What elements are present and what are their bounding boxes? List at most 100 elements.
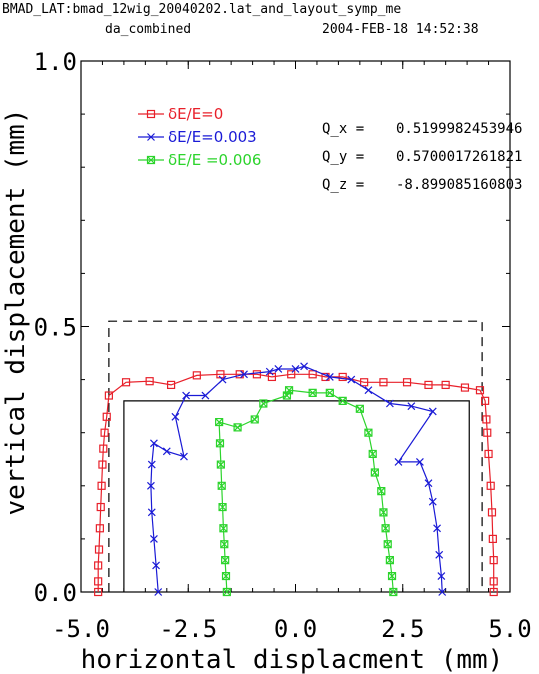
data-point [265,367,274,376]
data-point [218,502,227,512]
data-point [180,452,188,461]
aperture-boxes [108,320,483,592]
data-point [489,587,498,597]
data-point [424,380,433,390]
data-point [215,417,224,427]
aperture-box-2 [123,400,470,592]
data-point [424,479,433,488]
data-point [182,391,191,400]
tune-readout: Q_x = 0.5199982453946 Q_y = 0.5700017261… [322,121,522,193]
data-point [360,378,369,387]
data-point [484,449,493,459]
data-point [385,399,394,408]
tune-value-qx: 0.5199982453946 [396,121,522,137]
data-point [284,386,294,395]
data-point [370,468,379,477]
series-1 [94,370,498,597]
data-point [428,497,437,506]
axis-ticks: -5.0 -2.5 0.0 2.5 5.0 0.0 0.5 1.0 [34,48,532,643]
data-point [250,415,259,424]
x-tick-label: -5.0 [52,615,110,643]
data-point [381,524,390,533]
data-point [233,423,242,432]
tune-label-qx: Q_x = [322,121,364,137]
series-3 [215,386,398,597]
y-tick-label: 0.0 [34,579,77,607]
data-point [394,457,403,466]
tune-value-qz: -8.899085160803 [396,177,522,193]
data-point [94,577,103,586]
plot-title: BMAD_LAT:bmad_12wig_20040202.lat_and_lay… [2,2,401,17]
plot-datetime: 2004-FEB-18 14:52:38 [322,22,479,37]
data-point [338,372,347,382]
data-point [441,380,450,390]
data-point [217,481,226,490]
plot-frame [80,60,511,593]
data-point [487,508,497,517]
data-point [96,502,105,512]
data-point [94,587,103,597]
series-line [150,365,443,593]
data-point [379,378,388,387]
series-2 [147,362,447,596]
series-line [218,389,394,593]
data-point [482,415,491,424]
data-point [146,109,156,119]
x-tick-label: 5.0 [488,615,531,643]
data-point [219,524,228,533]
data-point [402,378,412,387]
data-point [94,545,104,554]
data-point [308,370,317,379]
data-point [489,556,498,565]
data-point [287,370,296,379]
data-point [94,561,103,570]
x-tick-label: 0.0 [274,615,317,643]
data-point [100,428,109,437]
data-point [150,534,158,543]
data-point [387,571,397,581]
data-point [154,588,163,596]
data-point [437,572,446,580]
legend-label: δE/E =0.006 [168,151,261,169]
data-point [368,449,377,459]
data-point [218,375,227,384]
legend-label: δE/E=0.003 [168,128,257,146]
data-point [150,439,158,448]
data-point [147,133,155,141]
data-point [222,587,231,597]
data-point [483,428,492,437]
data-point [377,487,386,496]
data-point [300,362,309,371]
data-point [347,375,356,384]
data-point [415,457,424,466]
data-point [95,524,104,533]
data-point [147,460,156,469]
data-point [98,460,107,469]
data-point [97,481,106,490]
data-point [216,460,225,469]
data-point [147,481,155,490]
tune-label-qz: Q_z = [322,177,364,193]
data-point [274,365,283,373]
tune-label-qy: Q_y = [322,149,364,165]
data-point [407,402,416,411]
data-point [259,399,268,408]
data-point [438,588,447,596]
plot-subtitle: da_combined [105,22,191,37]
data-point [192,371,201,380]
data-point [338,396,347,405]
data-point [486,481,495,490]
data-point [364,428,373,437]
data-point [145,377,154,386]
data-point [460,383,470,392]
series-layer [94,362,498,597]
tune-value-qy: 0.5700017261821 [396,149,522,165]
x-axis-title: horizontal displacment (mm) [81,645,504,674]
data-point [152,561,160,570]
series-line [97,373,495,592]
data-point [308,388,317,397]
data-point [428,407,437,416]
data-point [171,412,180,421]
legend-label: δE/E=0 [168,105,223,123]
y-tick-label: 0.5 [34,314,77,342]
